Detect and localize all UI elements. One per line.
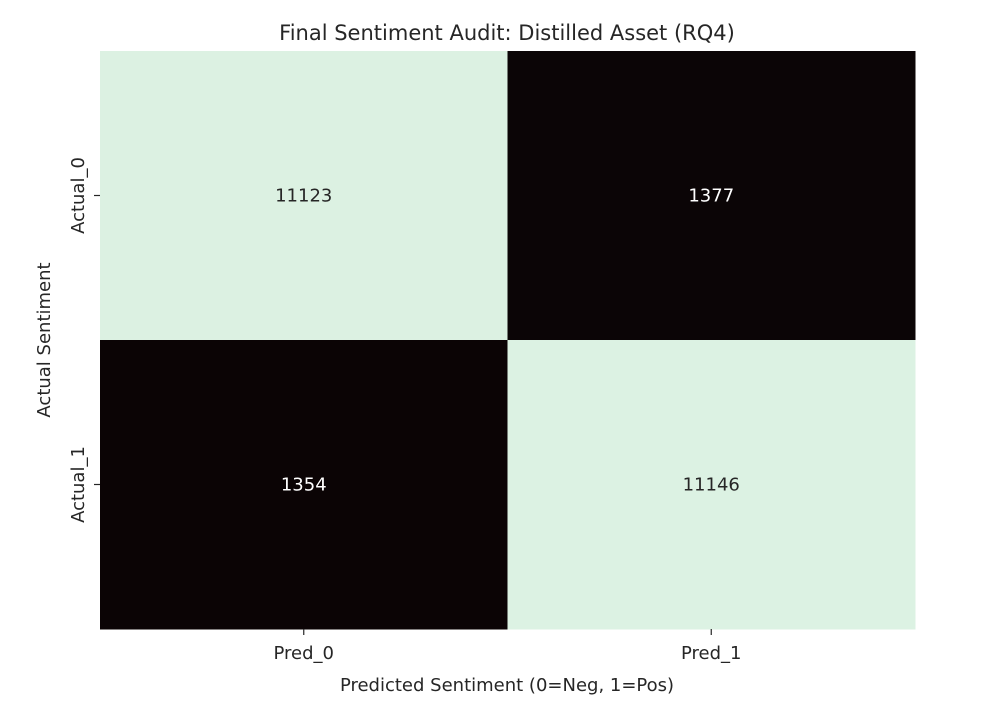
cell-value-r1-c0: 1354 xyxy=(281,475,327,496)
x-tick-label-1: Pred_1 xyxy=(681,643,742,664)
y-axis-ticks: Actual_0 Actual_1 xyxy=(68,157,100,523)
chart-title: Final Sentiment Audit: Distilled Asset (… xyxy=(279,21,735,45)
cell-value-r0-c0: 11123 xyxy=(275,186,332,207)
heatmap-cell-labels: 11123 1377 1354 11146 xyxy=(275,186,740,496)
y-axis-label: Actual Sentiment xyxy=(34,262,55,417)
x-tick-label-0: Pred_0 xyxy=(274,643,335,664)
heatmap-cell-r1-c1 xyxy=(507,340,916,630)
heatmap-cell-r0-c1 xyxy=(507,51,916,341)
cell-value-r0-c1: 1377 xyxy=(688,186,734,207)
heatmap-cell-r0-c0 xyxy=(100,51,508,341)
heatmap-cells xyxy=(100,51,916,630)
y-tick-label-1: Actual_1 xyxy=(68,446,89,523)
x-axis-ticks: Pred_0 Pred_1 xyxy=(274,629,742,664)
cell-value-r1-c1: 11146 xyxy=(683,475,740,496)
heatmap-cell-r1-c0 xyxy=(100,340,508,630)
x-axis-label: Predicted Sentiment (0=Neg, 1=Pos) xyxy=(340,675,674,696)
y-tick-label-0: Actual_0 xyxy=(68,157,89,234)
